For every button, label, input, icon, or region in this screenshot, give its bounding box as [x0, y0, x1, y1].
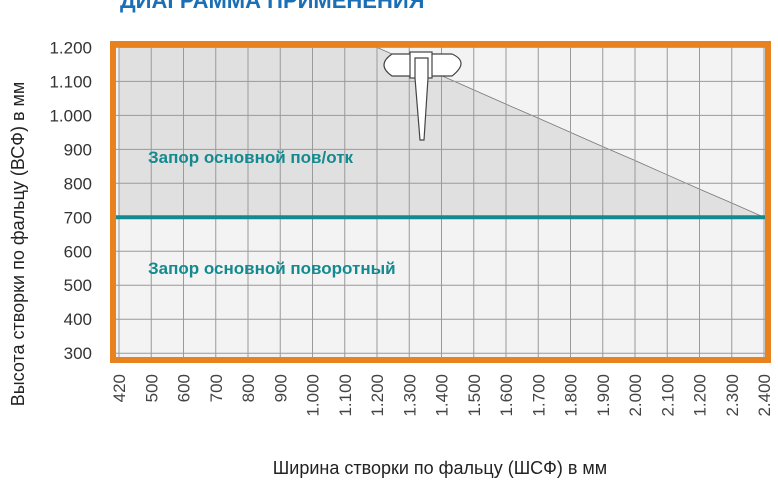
- x-tick-label: 1.600: [497, 374, 516, 417]
- x-tick-label: 1.100: [336, 374, 355, 417]
- x-tick-label: 420: [110, 374, 129, 402]
- x-tick-label: 1.200: [691, 374, 710, 417]
- x-tick-label: 700: [207, 374, 226, 402]
- region-label: Запор основной поворотный: [148, 259, 396, 278]
- y-tick-label: 1.000: [49, 106, 92, 125]
- x-tick-label: 800: [239, 374, 258, 402]
- x-tick-label: 1.700: [529, 374, 548, 417]
- x-tick-label: 1.800: [562, 374, 581, 417]
- y-tick-label: 1.200: [49, 38, 92, 57]
- x-tick-label: 2.100: [658, 374, 677, 417]
- x-tick-label: 1.000: [304, 374, 323, 417]
- x-tick-label: 600: [175, 374, 194, 402]
- x-tick-label: 1.200: [368, 374, 387, 417]
- handle-icon: [383, 51, 462, 141]
- x-tick-label: 900: [271, 374, 290, 402]
- x-tick-label: 1.400: [433, 374, 452, 417]
- x-tick-label: 1.300: [400, 374, 419, 417]
- x-tick-label: 500: [142, 374, 161, 402]
- y-tick-label: 400: [64, 310, 92, 329]
- x-tick-label: 1.900: [594, 374, 613, 417]
- x-tick-label: 2.000: [626, 374, 645, 417]
- y-axis-label: Высота створки по фальцу (ВСФ) в мм: [8, 82, 28, 407]
- y-tick-label: 1.100: [49, 72, 92, 91]
- x-tick-label: 1.500: [465, 374, 484, 417]
- y-tick-label: 700: [64, 208, 92, 227]
- x-tick-label: 2.300: [723, 374, 742, 417]
- y-tick-label: 600: [64, 242, 92, 261]
- plot-frame: [110, 41, 771, 363]
- handle-part: [414, 57, 429, 141]
- chart-title: ДИАГРАММА ПРИМЕНЕНИЯ: [120, 0, 425, 13]
- y-tick-label: 300: [64, 344, 92, 363]
- y-tick-label: 800: [64, 174, 92, 193]
- x-axis-label: Ширина створки по фальцу (ШСФ) в мм: [273, 458, 607, 478]
- x-tick-label: 2.400: [755, 374, 774, 417]
- region-label: Запор основной пов/отк: [148, 148, 354, 167]
- y-tick-label: 900: [64, 140, 92, 159]
- y-tick-label: 500: [64, 276, 92, 295]
